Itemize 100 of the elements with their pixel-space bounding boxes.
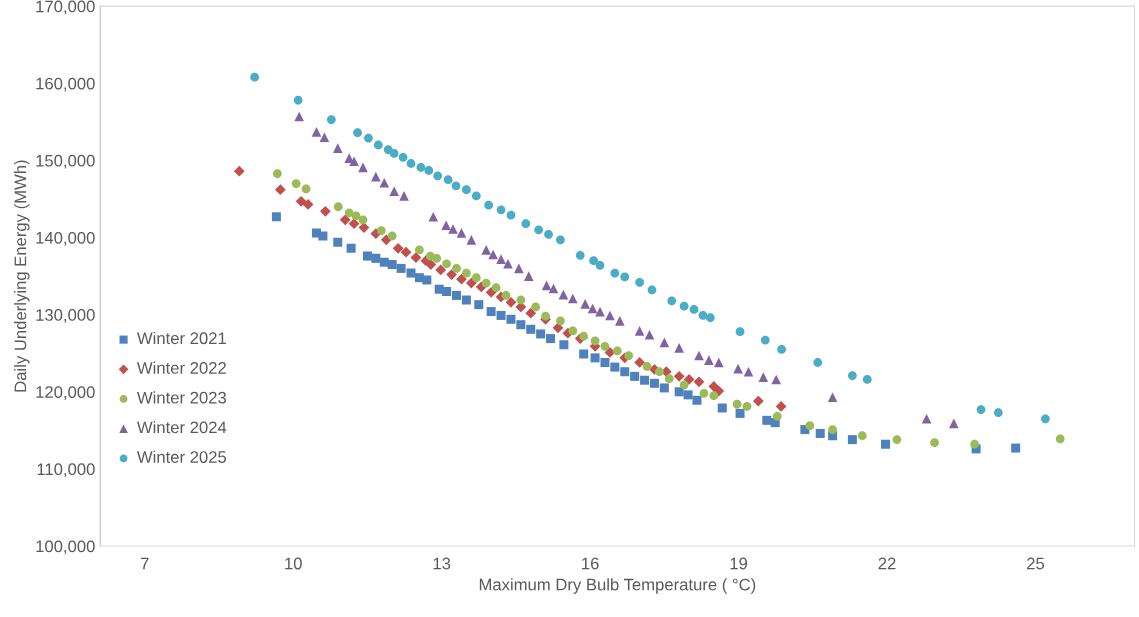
point [332, 143, 343, 153]
point [713, 357, 724, 368]
point [291, 179, 301, 188]
point [689, 304, 699, 314]
point [465, 277, 477, 289]
point [295, 195, 307, 207]
point [612, 346, 622, 356]
x-tick-label: 10 [285, 557, 302, 570]
y-tick-label: 160,000 [36, 77, 95, 92]
point [425, 259, 437, 270]
point [466, 235, 477, 245]
point [732, 399, 742, 409]
y-tick-label: 100,000 [36, 540, 95, 555]
legend-label: Winter 2021 [136, 331, 226, 345]
point [461, 295, 471, 305]
point [523, 271, 534, 281]
point [406, 268, 416, 278]
point [546, 334, 556, 344]
point [644, 329, 655, 340]
x-tick-label: 25 [1027, 557, 1045, 570]
point [698, 311, 708, 320]
point [993, 408, 1003, 418]
point [1011, 443, 1021, 453]
point [590, 353, 600, 363]
point [692, 395, 702, 405]
point [674, 387, 684, 397]
point [970, 439, 979, 449]
point [620, 272, 630, 282]
point [679, 301, 689, 311]
point [452, 264, 461, 273]
y-tick-label: 130,000 [36, 309, 95, 323]
point [595, 260, 605, 270]
point [348, 218, 360, 230]
point [590, 336, 600, 346]
y-tick-label: 120,000 [36, 386, 95, 400]
point [693, 376, 705, 388]
point [398, 152, 408, 162]
point [339, 214, 351, 226]
point [353, 128, 362, 138]
point [333, 202, 343, 212]
point [667, 296, 677, 306]
point [640, 375, 650, 385]
point [422, 275, 432, 285]
point [752, 395, 764, 407]
point [448, 224, 458, 234]
point [399, 191, 409, 201]
point [649, 378, 659, 388]
point [580, 299, 590, 309]
point [664, 374, 674, 384]
point [635, 277, 644, 287]
point [491, 283, 501, 293]
point [589, 256, 598, 266]
point [642, 361, 652, 371]
point [462, 185, 471, 195]
point [506, 314, 516, 324]
point [326, 115, 336, 124]
point [379, 177, 390, 188]
point [435, 264, 447, 276]
point [496, 254, 506, 264]
point [311, 127, 322, 137]
point [486, 307, 496, 317]
point [544, 230, 553, 239]
point [301, 184, 311, 194]
point [921, 413, 932, 424]
point [717, 403, 727, 413]
point [579, 331, 589, 341]
point [428, 211, 439, 222]
point [481, 245, 492, 255]
point [389, 186, 399, 197]
point [274, 184, 286, 196]
point [471, 273, 481, 283]
point [406, 159, 416, 168]
point [320, 205, 331, 217]
point [828, 425, 837, 434]
legend-label: Winter 2023 [136, 391, 227, 404]
point [521, 219, 531, 229]
point [615, 316, 625, 326]
point [416, 162, 426, 172]
point [474, 300, 484, 310]
point [294, 111, 304, 122]
point [471, 191, 481, 201]
point [827, 392, 838, 402]
point [762, 415, 772, 425]
point [600, 357, 610, 367]
point [349, 156, 359, 166]
point [272, 169, 282, 178]
point [364, 133, 373, 143]
point [704, 355, 714, 365]
point [541, 280, 552, 291]
point [587, 303, 598, 314]
point [674, 343, 684, 353]
point [233, 165, 245, 177]
point [847, 371, 857, 380]
point [659, 337, 670, 348]
y-tick-label: 150,000 [36, 154, 95, 169]
point [333, 237, 343, 247]
point [758, 372, 769, 382]
point [441, 220, 451, 231]
point [387, 231, 397, 241]
point [705, 313, 715, 323]
